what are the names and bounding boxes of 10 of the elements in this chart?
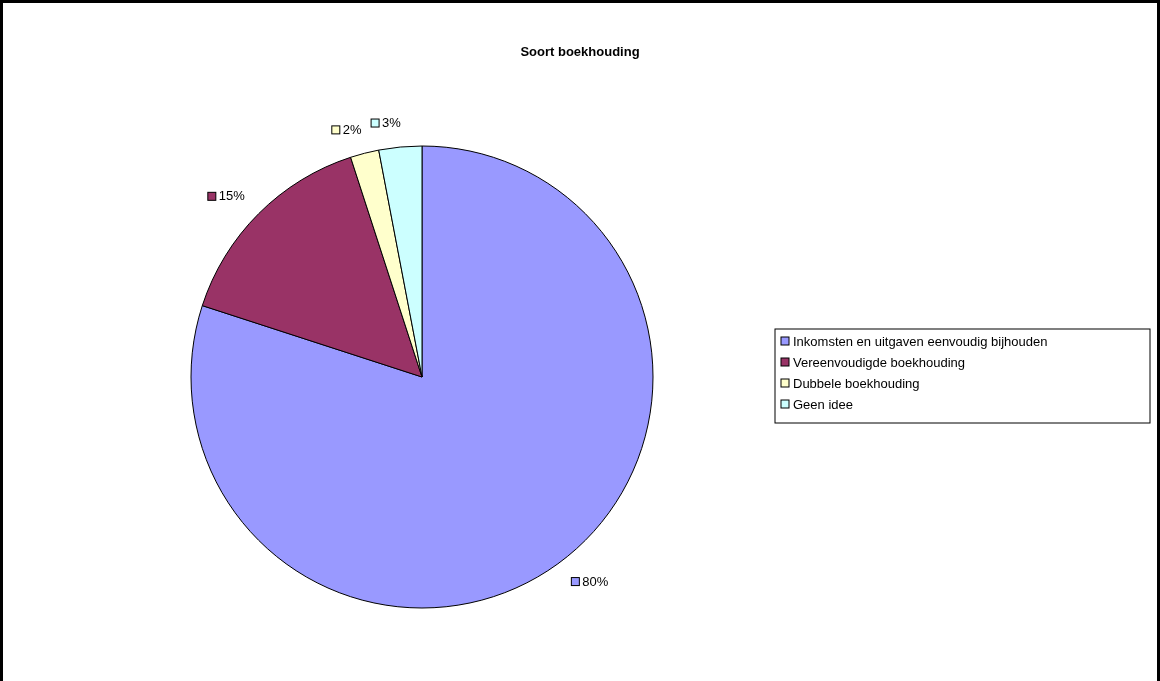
data-label: 15% <box>218 188 246 204</box>
data-label: 80% <box>582 573 609 589</box>
pie-slice <box>190 145 654 609</box>
legend-label: Geen idee <box>793 397 853 412</box>
legend-label: Inkomsten en uitgaven eenvoudig bijhouden <box>793 334 1048 349</box>
chart-title: Soort boekhouding <box>520 44 640 59</box>
data-label: 2% <box>342 121 363 137</box>
legend-label: Vereenvoudigde boekhouding <box>793 355 966 370</box>
data-label: 3% <box>382 115 402 131</box>
legend-label: Dubbele boekhouding <box>793 376 920 391</box>
